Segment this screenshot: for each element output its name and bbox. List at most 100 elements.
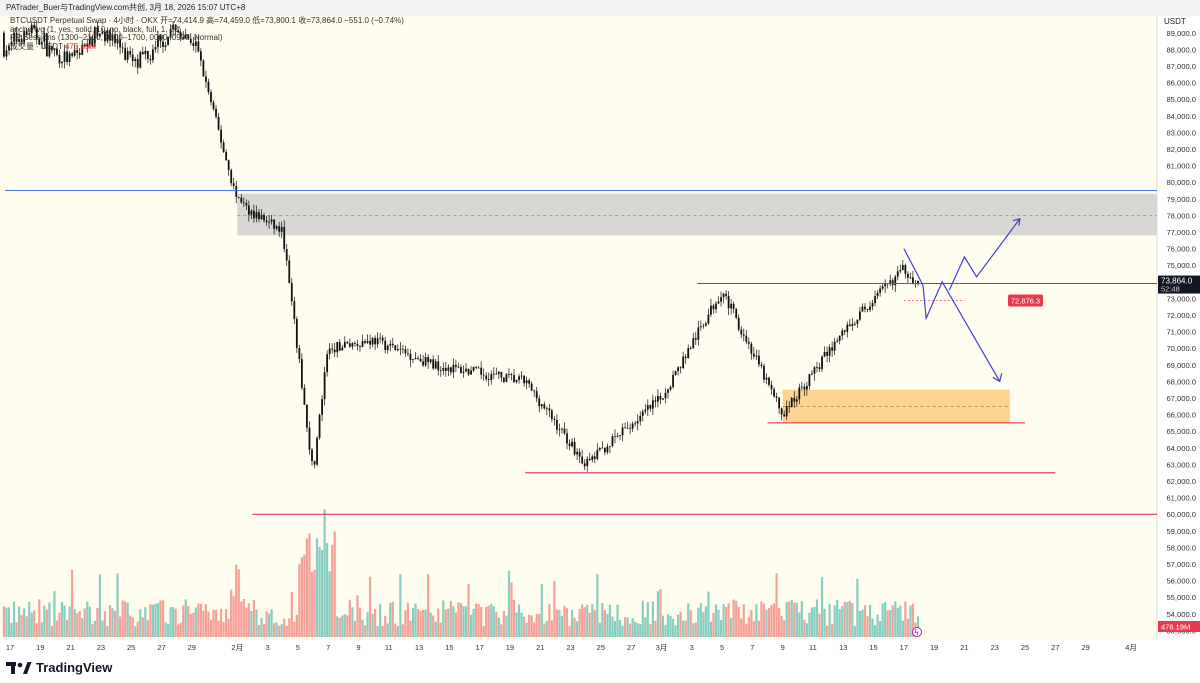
candle-body[interactable] <box>889 280 892 285</box>
candle-body[interactable] <box>217 116 220 130</box>
candle-body[interactable] <box>752 353 755 357</box>
candle-body[interactable] <box>91 36 94 47</box>
candle-body[interactable] <box>348 343 351 347</box>
candle-body[interactable] <box>222 142 225 152</box>
candle-body[interactable] <box>712 305 715 310</box>
bearish-projection[interactable] <box>903 248 1001 382</box>
candle-body[interactable] <box>573 441 576 455</box>
candle-body[interactable] <box>359 345 361 347</box>
candle-body[interactable] <box>876 292 879 297</box>
candle-body[interactable] <box>720 297 722 302</box>
candle-body[interactable] <box>780 408 783 415</box>
candle-body[interactable] <box>76 50 79 53</box>
candle-body[interactable] <box>609 446 611 447</box>
candle-body[interactable] <box>540 404 543 407</box>
candle-body[interactable] <box>361 341 364 347</box>
candle-body[interactable] <box>316 437 318 465</box>
candle-body[interactable] <box>515 379 518 383</box>
candle-body[interactable] <box>513 375 515 383</box>
candle-body[interactable] <box>30 24 33 34</box>
candle-body[interactable] <box>689 348 692 349</box>
candle-body[interactable] <box>25 30 28 35</box>
candle-body[interactable] <box>750 343 753 354</box>
candle-body[interactable] <box>455 364 457 367</box>
candle-body[interactable] <box>240 197 243 203</box>
candle-body[interactable] <box>101 31 104 34</box>
candle-body[interactable] <box>78 52 81 55</box>
candle-body[interactable] <box>525 380 528 384</box>
candle-body[interactable] <box>379 337 382 339</box>
bullish-projection[interactable] <box>948 218 1021 291</box>
candle-body[interactable] <box>285 249 288 261</box>
candle-body[interactable] <box>864 306 866 310</box>
candle-body[interactable] <box>197 41 200 52</box>
candle-body[interactable] <box>356 343 359 346</box>
candle-body[interactable] <box>755 355 758 357</box>
candle-body[interactable] <box>338 342 341 351</box>
candle-body[interactable] <box>869 306 871 310</box>
candle-body[interactable] <box>432 359 435 369</box>
candle-body[interactable] <box>694 338 697 340</box>
candle-body[interactable] <box>811 373 813 375</box>
candle-body[interactable] <box>800 386 803 388</box>
candle-body[interactable] <box>5 50 8 57</box>
candle-body[interactable] <box>396 349 399 351</box>
candle-body[interactable] <box>212 102 215 110</box>
candle-body[interactable] <box>677 367 680 372</box>
candle-body[interactable] <box>649 405 652 409</box>
candle-body[interactable] <box>654 400 657 402</box>
candle-body[interactable] <box>336 342 339 353</box>
candle-body[interactable] <box>215 109 217 117</box>
candle-body[interactable] <box>263 215 265 221</box>
candle-body[interactable] <box>157 35 159 48</box>
candle-body[interactable] <box>28 33 31 35</box>
candle-body[interactable] <box>40 41 43 45</box>
candle-body[interactable] <box>492 373 495 375</box>
candle-body[interactable] <box>803 386 806 390</box>
candle-body[interactable] <box>485 375 488 380</box>
volume-tag[interactable] <box>1158 621 1200 632</box>
candle-body[interactable] <box>836 340 839 342</box>
candle-body[interactable] <box>634 423 637 425</box>
candle-body[interactable] <box>43 33 46 42</box>
candle-body[interactable] <box>636 421 639 424</box>
candle-body[interactable] <box>184 34 187 39</box>
candle-body[interactable] <box>657 395 659 402</box>
candle-body[interactable] <box>783 414 786 417</box>
candle-body[interactable] <box>576 451 579 455</box>
candle-body[interactable] <box>3 32 5 57</box>
candle-body[interactable] <box>583 463 586 467</box>
candle-body[interactable] <box>169 29 172 37</box>
candle-body[interactable] <box>462 371 465 373</box>
candle-body[interactable] <box>909 277 912 279</box>
candle-body[interactable] <box>86 44 89 47</box>
candle-body[interactable] <box>659 395 662 400</box>
candle-body[interactable] <box>369 340 371 345</box>
candle-body[interactable] <box>644 409 647 412</box>
candle-body[interactable] <box>323 372 326 400</box>
candle-body[interactable] <box>477 367 480 369</box>
candle-body[interactable] <box>480 367 483 375</box>
candle-body[interactable] <box>535 391 538 399</box>
candle-body[interactable] <box>520 375 523 377</box>
candle-body[interactable] <box>20 38 23 43</box>
candle-body[interactable] <box>912 277 914 284</box>
candle-body[interactable] <box>159 35 162 42</box>
candle-body[interactable] <box>427 357 430 363</box>
candle-body[interactable] <box>154 47 157 50</box>
candle-body[interactable] <box>717 301 720 304</box>
candle-body[interactable] <box>63 51 66 62</box>
candle-body[interactable] <box>119 39 121 48</box>
candle-body[interactable] <box>581 456 584 464</box>
candle-body[interactable] <box>71 53 74 56</box>
candle-body[interactable] <box>818 367 821 370</box>
candle-body[interactable] <box>8 45 10 51</box>
currency-label[interactable]: USDT <box>1164 17 1186 26</box>
candle-body[interactable] <box>381 337 384 341</box>
candle-body[interactable] <box>306 404 308 428</box>
candle-body[interactable] <box>740 329 743 335</box>
candle-body[interactable] <box>300 359 303 388</box>
candle-body[interactable] <box>669 386 672 390</box>
candle-body[interactable] <box>172 24 175 30</box>
candle-body[interactable] <box>177 30 180 33</box>
